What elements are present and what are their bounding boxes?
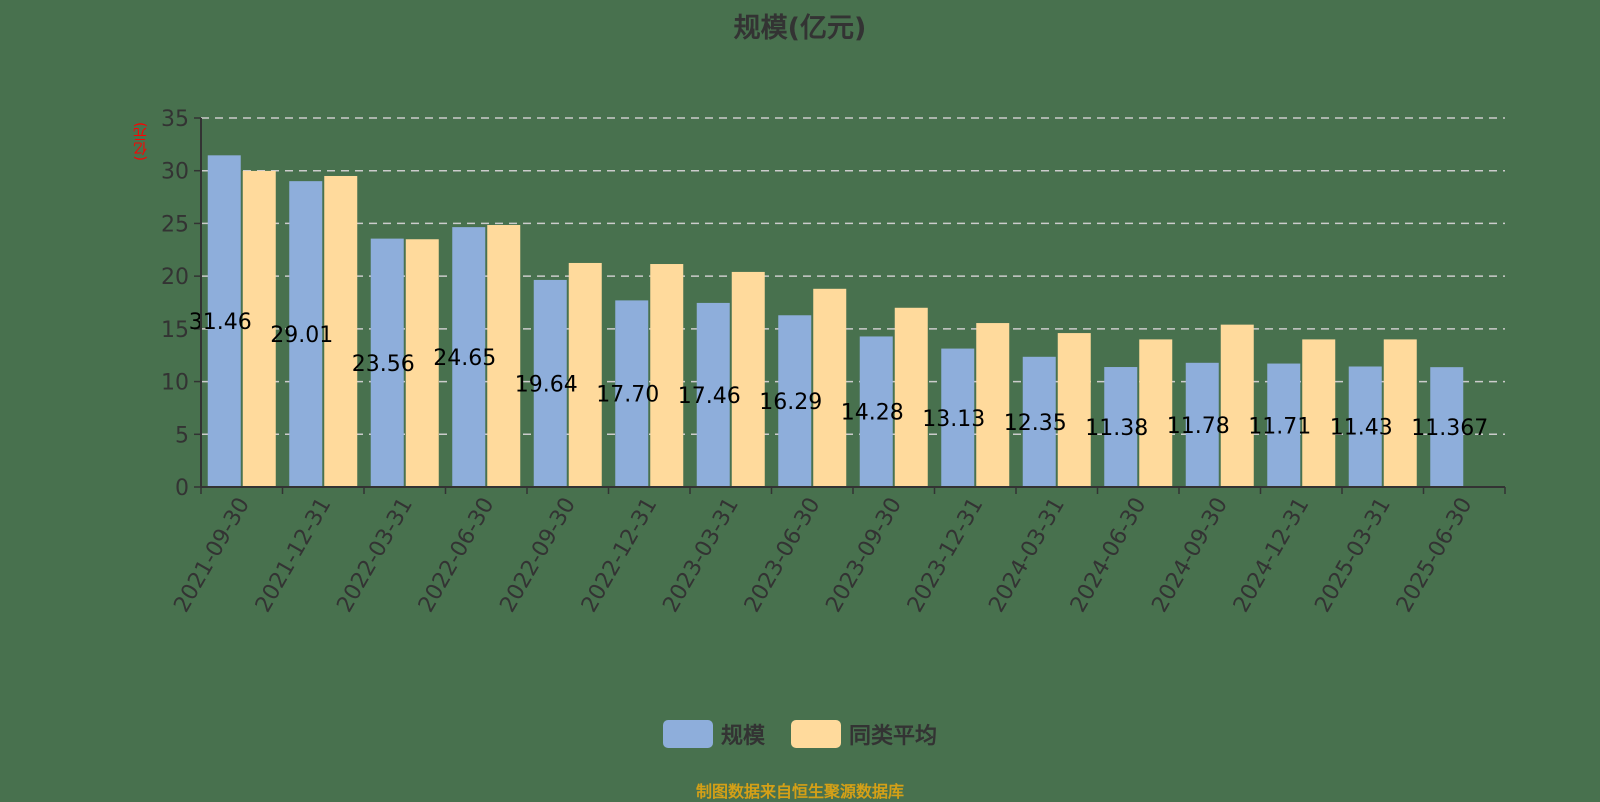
x-tick-label: 2023-09-30 xyxy=(821,494,907,617)
data-label: 11.367 xyxy=(1411,416,1488,441)
bar-scale xyxy=(859,336,893,487)
data-label: 11.71 xyxy=(1248,414,1311,439)
y-tick-label: 20 xyxy=(161,265,189,290)
y-tick-label: 5 xyxy=(175,423,189,448)
legend-swatch-peer-average xyxy=(791,720,841,748)
bar-peer-average xyxy=(1139,339,1173,487)
bar-scale xyxy=(1185,362,1219,487)
legend-item-scale[interactable]: 规模 xyxy=(662,718,765,750)
bar-peer-average xyxy=(894,307,928,487)
data-label: 23.56 xyxy=(352,352,415,377)
bar-scale xyxy=(1267,363,1301,487)
legend-label-scale: 规模 xyxy=(720,724,765,749)
y-tick-label: 25 xyxy=(161,212,189,237)
chart-title: 规模(亿元) xyxy=(733,13,867,44)
x-tick-label: 2021-12-31 xyxy=(251,494,337,617)
bar-scale xyxy=(696,302,730,487)
bar-scale xyxy=(615,300,649,487)
data-label: 19.64 xyxy=(515,372,578,397)
data-label: 29.01 xyxy=(270,323,333,348)
legend-label-peer-average: 同类平均 xyxy=(849,724,938,749)
data-label: 11.43 xyxy=(1330,416,1393,441)
bar-scale xyxy=(1348,366,1382,487)
x-tick-label: 2025-03-31 xyxy=(1310,494,1396,617)
x-tick-label: 2022-06-30 xyxy=(414,494,500,617)
bar-scale xyxy=(941,348,975,487)
bar-peer-average xyxy=(650,264,684,487)
bar-peer-average xyxy=(568,262,602,487)
x-tick-label: 2025-06-30 xyxy=(1392,494,1478,617)
bar-chart: 051015202530352021-09-302021-12-312022-0… xyxy=(161,107,1506,617)
bar-peer-average xyxy=(1302,339,1336,487)
y-tick-label: 30 xyxy=(161,160,189,185)
bar-peer-average xyxy=(1220,324,1254,487)
bar-peer-average xyxy=(1057,333,1091,487)
bar-peer-average xyxy=(731,271,765,487)
bar-scale xyxy=(207,155,241,487)
legend-swatch-scale xyxy=(662,720,713,748)
data-label: 14.28 xyxy=(841,401,904,426)
data-label: 31.46 xyxy=(189,310,252,335)
x-tick-label: 2024-09-30 xyxy=(1147,494,1233,617)
bar-peer-average xyxy=(813,288,847,487)
data-label: 17.46 xyxy=(678,384,741,409)
y-tick-label: 35 xyxy=(161,107,189,132)
data-label: 16.29 xyxy=(759,390,822,415)
bar-peer-average xyxy=(324,175,358,487)
x-tick-label: 2022-03-31 xyxy=(332,494,418,617)
bar-peer-average xyxy=(242,170,276,487)
bar-scale xyxy=(289,181,323,487)
y-tick-label: 0 xyxy=(175,476,189,501)
x-tick-label: 2022-12-31 xyxy=(577,494,663,617)
x-tick-label: 2021-09-30 xyxy=(169,494,255,617)
legend-item-peer-average[interactable]: 同类平均 xyxy=(791,718,937,750)
bar-scale xyxy=(533,279,567,487)
data-label: 12.35 xyxy=(1004,411,1067,436)
data-label: 11.38 xyxy=(1085,416,1148,441)
bar-scale xyxy=(1430,367,1464,487)
legend: 规模 同类平均 xyxy=(0,718,1600,750)
data-label: 11.78 xyxy=(1167,414,1230,439)
bar-peer-average xyxy=(1383,339,1417,487)
data-label: 17.70 xyxy=(596,383,659,408)
bar-peer-average xyxy=(487,225,521,487)
y-tick-label: 15 xyxy=(161,318,189,343)
data-source-note: 制图数据来自恒生聚源数据库 xyxy=(695,782,904,801)
bar-peer-average xyxy=(976,323,1010,487)
bar-scale xyxy=(370,238,404,487)
bar-scale xyxy=(778,315,812,487)
data-label: 13.13 xyxy=(922,407,985,432)
x-tick-label: 2024-03-31 xyxy=(984,494,1070,617)
bar-scale xyxy=(1104,367,1138,487)
bar-peer-average xyxy=(405,239,439,487)
x-tick-label: 2024-06-30 xyxy=(1066,494,1152,617)
x-tick-label: 2023-03-31 xyxy=(658,494,744,617)
bar-scale xyxy=(1022,356,1056,487)
x-tick-label: 2024-12-31 xyxy=(1229,494,1315,617)
x-tick-label: 2022-09-30 xyxy=(495,494,581,617)
x-tick-label: 2023-06-30 xyxy=(740,494,826,617)
bar-scale xyxy=(452,227,486,487)
data-label: 24.65 xyxy=(433,346,496,371)
y-tick-label: 10 xyxy=(161,371,189,396)
x-tick-label: 2023-12-31 xyxy=(903,494,989,617)
